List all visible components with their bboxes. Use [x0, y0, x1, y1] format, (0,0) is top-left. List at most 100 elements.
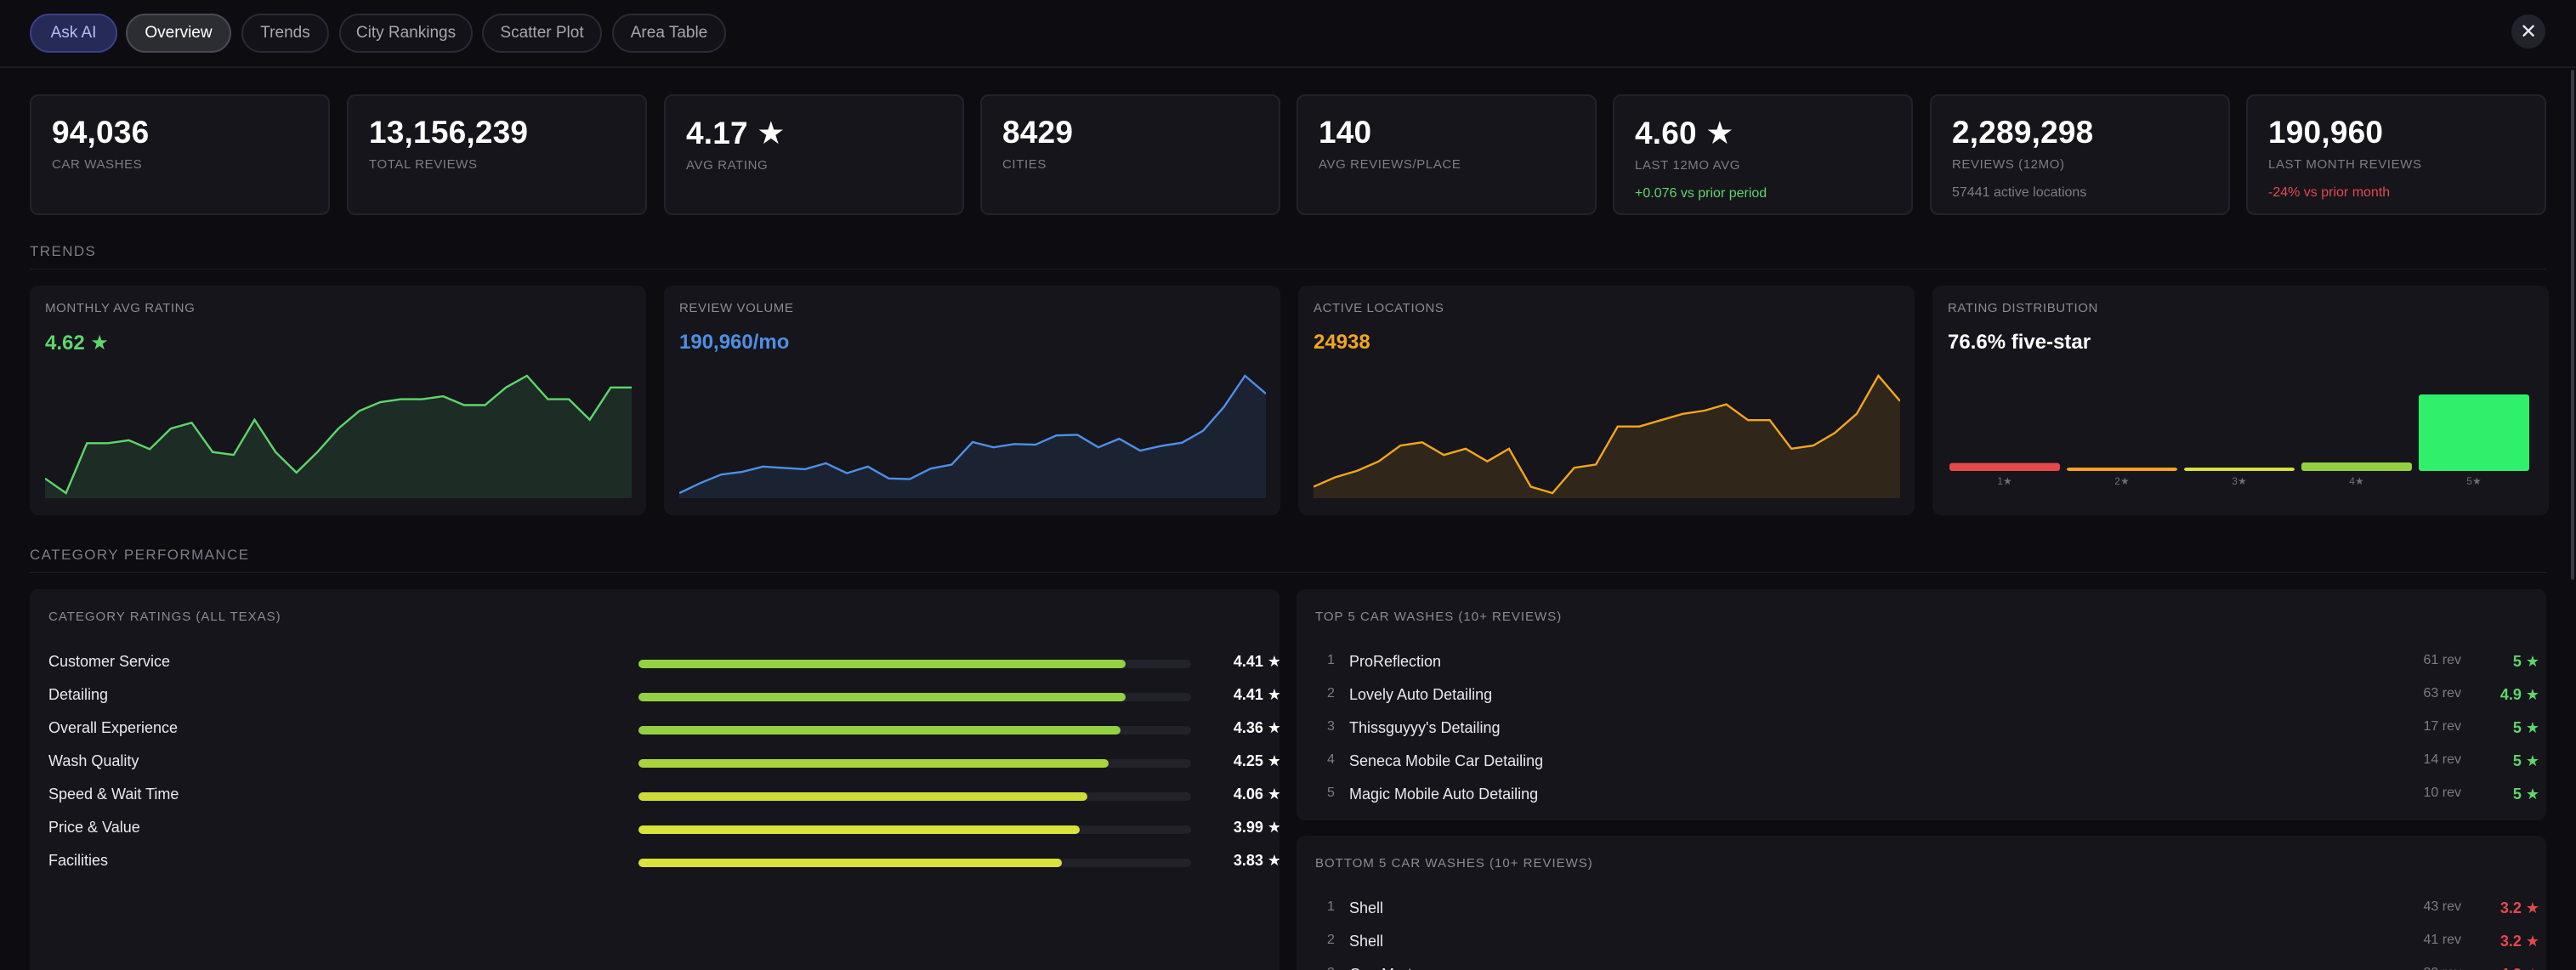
review-count: 61 rev	[2423, 653, 2461, 667]
review-count: 43 rev	[2423, 899, 2461, 914]
ranking-row[interactable]: 1 Shell 43 rev 3.2 ★	[1315, 899, 2539, 922]
category-score: 4.06 ★	[1233, 786, 1279, 803]
trend-review-volume: REVIEW VOLUME 190,960/mo	[664, 286, 1280, 515]
car-wash-name: Shell	[1349, 899, 1384, 916]
category-score: 3.83 ★	[1233, 852, 1279, 869]
kpi-value: 4.60 ★	[1635, 116, 1734, 150]
trend-label: REVIEW VOLUME	[679, 301, 794, 315]
rank-number: 3	[1327, 719, 1335, 734]
car-wash-name: ProReflection	[1349, 653, 1442, 670]
car-wash-name: Lovely Auto Detailing	[1349, 686, 1493, 703]
sparkline-rating	[45, 374, 632, 498]
kpi-reviews-12mo: 2,289,298 REVIEWS (12MO) 57441 active lo…	[1930, 94, 2230, 215]
category-name: Speed & Wait Time	[48, 786, 179, 803]
category-bar-track	[638, 726, 1191, 735]
car-wash-name: Shell	[1349, 933, 1384, 950]
page-scrollbar[interactable]	[2571, 70, 2574, 580]
tab-ask-ai[interactable]: Ask AI	[30, 14, 117, 53]
trend-rating-distribution: RATING DISTRIBUTION 76.6% five-star 1★ 2★…	[1932, 286, 2549, 515]
category-bar-fill	[638, 726, 1121, 735]
kpi-delta: +0.076 vs prior period	[1635, 186, 1767, 201]
tab-scatter-plot[interactable]: Scatter Plot	[482, 14, 602, 53]
dist-bar-5	[2419, 394, 2529, 471]
kpi-label: AVG RATING	[686, 158, 769, 173]
kpi-last-month-reviews: 190,960 LAST MONTH REVIEWS -24% vs prior…	[2246, 94, 2546, 215]
kpi-value: 2,289,298	[1952, 115, 2094, 150]
rating-line	[45, 374, 632, 495]
category-row: Speed & Wait Time 4.06 ★	[48, 786, 1279, 808]
category-bar-track	[638, 660, 1191, 668]
ranking-row[interactable]: 5 Magic Mobile Auto Detailing 10 rev 5 ★	[1315, 786, 2539, 808]
kpi-label: CITIES	[1002, 157, 1047, 172]
dist-bar-1	[1949, 462, 2060, 471]
category-row: Customer Service 4.41 ★	[48, 653, 1279, 675]
kpi-avg-rating: 4.17 ★ AVG RATING	[664, 94, 964, 215]
kpi-value: 94,036	[52, 115, 150, 150]
kpi-total-reviews: 13,156,239 TOTAL REVIEWS	[347, 94, 647, 215]
trend-label: RATING DISTRIBUTION	[1948, 301, 2098, 315]
bottom5-panel: BOTTOM 5 CAR WASHES (10+ REVIEWS) 1 Shell…	[1297, 836, 2546, 970]
tab-overview[interactable]: Overview	[126, 14, 231, 53]
car-wash-name: Seneca Mobile Car Detailing	[1349, 752, 1544, 769]
rank-number: 5	[1327, 786, 1335, 800]
panel-title: BOTTOM 5 CAR WASHES (10+ REVIEWS)	[1315, 856, 1593, 871]
rating-score: 4.9 ★	[2499, 686, 2539, 703]
panel-title: TOP 5 CAR WASHES (10+ REVIEWS)	[1315, 610, 1563, 624]
category-name: Price & Value	[48, 819, 140, 836]
rating-score: 5 ★	[2512, 719, 2539, 736]
ranking-row[interactable]: 2 Lovely Auto Detailing 63 rev 4.9 ★	[1315, 686, 2539, 708]
dist-label-4: 4★	[2349, 475, 2363, 487]
dist-bar-2	[2067, 468, 2177, 471]
rating-score: 5 ★	[2512, 786, 2539, 803]
category-score: 4.25 ★	[1233, 752, 1279, 769]
category-name: Wash Quality	[48, 752, 139, 769]
kpi-label: AVG REVIEWS/PLACE	[1319, 157, 1461, 172]
category-row: Overall Experience 4.36 ★	[48, 719, 1279, 741]
tab-trends[interactable]: Trends	[241, 14, 329, 53]
trend-label: ACTIVE LOCATIONS	[1314, 301, 1444, 315]
tab-area-table[interactable]: Area Table	[612, 14, 726, 53]
kpi-last-12mo-avg: 4.60 ★ LAST 12MO AVG +0.076 vs prior per…	[1613, 94, 1913, 215]
kpi-label: CAR WASHES	[52, 157, 143, 172]
kpi-label: TOTAL REVIEWS	[369, 157, 478, 172]
rank-number: 1	[1327, 653, 1335, 667]
review-count: 14 rev	[2423, 752, 2461, 767]
kpi-value: 190,960	[2268, 115, 2384, 150]
section-title-category: CATEGORY PERFORMANCE	[30, 547, 250, 563]
ranking-row[interactable]: 3 Thissguyyy's Detailing 17 rev 5 ★	[1315, 719, 2539, 741]
car-wash-name: Thissguyyy's Detailing	[1349, 719, 1501, 736]
rank-number: 2	[1327, 686, 1335, 701]
category-score: 4.36 ★	[1233, 719, 1279, 736]
close-icon[interactable]: ✕	[2511, 14, 2545, 48]
category-bar-fill	[638, 859, 1062, 867]
dist-label-1: 1★	[1997, 475, 2011, 487]
car-wash-name: Magic Mobile Auto Detailing	[1349, 786, 1539, 803]
kpi-delta: -24% vs prior month	[2268, 185, 2391, 200]
rating-score: 5 ★	[2512, 653, 2539, 670]
ranking-row[interactable]: 4 Seneca Mobile Car Detailing 14 rev 5 ★	[1315, 752, 2539, 774]
category-name: Customer Service	[48, 653, 171, 670]
kpi-value: 140	[1319, 115, 1372, 150]
ranking-row[interactable]: 2 Shell 41 rev 3.2 ★	[1315, 933, 2539, 955]
category-score: 4.41 ★	[1233, 686, 1279, 703]
ranking-row[interactable]: 3 Gas Mart 30 rev 4.3 ★	[1315, 966, 2539, 970]
sparkline-volume	[679, 374, 1266, 498]
category-bar-track	[638, 792, 1191, 801]
panel-title: CATEGORY RATINGS (ALL TEXAS)	[48, 610, 281, 624]
ranking-row[interactable]: 1 ProReflection 61 rev 5 ★	[1315, 653, 2539, 675]
trend-value: 4.62 ★	[45, 332, 109, 355]
rank-number: 1	[1327, 899, 1335, 914]
category-score: 4.41 ★	[1233, 653, 1279, 670]
category-bar-track	[638, 859, 1191, 867]
category-row: Detailing 4.41 ★	[48, 686, 1279, 708]
kpi-car-washes: 94,036 CAR WASHES	[30, 94, 330, 215]
category-name: Facilities	[48, 852, 109, 869]
kpi-value: 13,156,239	[369, 115, 529, 150]
category-row: Wash Quality 4.25 ★	[48, 752, 1279, 774]
tab-city-rankings[interactable]: City Rankings	[339, 14, 473, 53]
locations-area	[1314, 376, 1900, 498]
category-name: Detailing	[48, 686, 109, 703]
category-bar-track	[638, 693, 1191, 701]
review-count: 41 rev	[2423, 933, 2461, 947]
section-divider	[30, 572, 2546, 573]
